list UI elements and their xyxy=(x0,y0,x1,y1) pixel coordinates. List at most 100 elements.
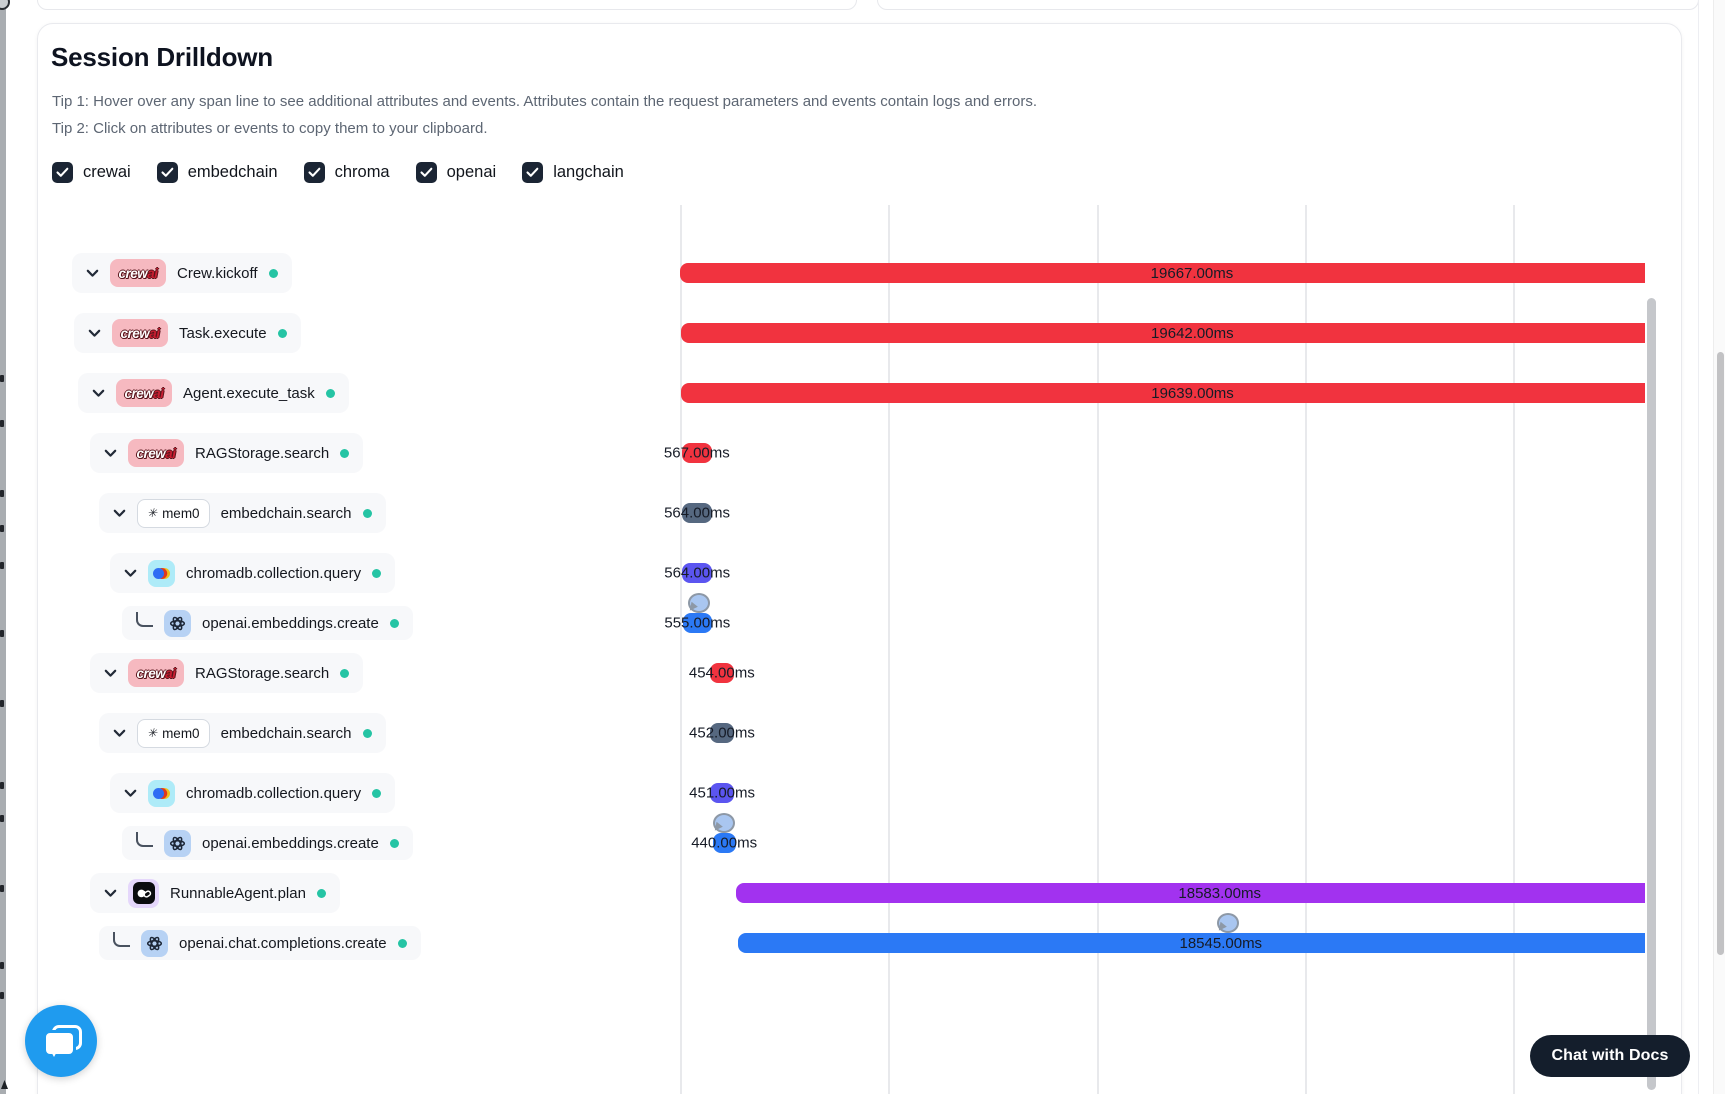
span-duration-bar[interactable] xyxy=(682,563,712,583)
duration-label: 18583.00ms xyxy=(1178,884,1261,902)
chevron-down-icon[interactable] xyxy=(92,389,105,398)
filter-label: langchain xyxy=(553,163,624,181)
span-duration-bar[interactable]: 19639.00ms xyxy=(681,383,1645,403)
chat-bubble-front-icon xyxy=(43,1030,76,1057)
span-duration-bar[interactable] xyxy=(682,443,712,463)
window-edge-mark xyxy=(0,375,4,382)
window-edge-mark xyxy=(0,992,4,999)
span-duration-bar[interactable] xyxy=(712,833,736,853)
filter-label: chroma xyxy=(334,163,390,181)
langchain-logo xyxy=(128,878,159,908)
chevron-down-icon[interactable] xyxy=(113,729,126,738)
status-dot xyxy=(340,448,350,458)
chat-with-docs-label: Chat with Docs xyxy=(1551,1047,1669,1064)
filter-label: crewai xyxy=(83,163,131,181)
tip-1-text: Tip 1: Hover over any span line to see a… xyxy=(52,93,1038,110)
span-duration-bar[interactable] xyxy=(682,503,712,523)
window-edge-mark xyxy=(0,815,4,822)
status-dot xyxy=(277,328,287,338)
chevron-down-icon[interactable] xyxy=(124,569,137,578)
span-name: Crew.kickoff xyxy=(177,264,258,282)
chroma-logo xyxy=(148,559,175,587)
filter-checkbox-chroma[interactable]: chroma xyxy=(303,162,390,183)
window-edge-mark xyxy=(0,420,4,427)
span-row[interactable]: chromadb.collection.query xyxy=(110,553,396,593)
chat-widget-button[interactable] xyxy=(25,1005,97,1077)
mem0-logo: ✳ mem0 xyxy=(137,718,210,748)
event-bubble-marker[interactable] xyxy=(1217,913,1240,933)
span-duration-bar[interactable] xyxy=(682,613,712,633)
crewai-logo: crew ai xyxy=(116,379,172,407)
span-duration-bar[interactable]: 19667.00ms xyxy=(680,263,1645,283)
span-duration-bar[interactable] xyxy=(709,663,734,683)
checkbox-checked-icon[interactable] xyxy=(303,162,325,183)
status-dot xyxy=(340,668,350,678)
window-edge-knob xyxy=(0,0,10,10)
span-tree: crew ai Crew.kickoff crew ai Task.execute crew… xyxy=(0,0,620,1094)
crewai-logo: crew ai xyxy=(128,439,184,467)
chevron-down-icon[interactable] xyxy=(104,669,117,678)
span-name: chromadb.collection.query xyxy=(186,784,362,802)
duration-label: 555.00ms xyxy=(664,614,731,632)
filter-checkbox-langchain[interactable]: langchain xyxy=(522,162,624,183)
chroma-logo xyxy=(148,779,175,807)
span-row[interactable]: crew ai RAGStorage.search xyxy=(90,653,364,693)
span-name: chromadb.collection.query xyxy=(186,564,362,582)
tree-elbow-connector xyxy=(136,612,153,627)
event-bubble-marker[interactable] xyxy=(713,813,736,833)
span-row[interactable]: crew ai RAGStorage.search xyxy=(90,433,364,473)
status-dot xyxy=(389,618,399,628)
checkbox-checked-icon[interactable] xyxy=(52,162,73,183)
duration-label: 452.00ms xyxy=(689,724,755,742)
window-edge-mark xyxy=(0,562,4,569)
span-duration-bar[interactable] xyxy=(710,723,734,743)
page-scrollbar-thumb[interactable] xyxy=(1716,352,1724,955)
checkbox-checked-icon[interactable] xyxy=(156,162,178,183)
span-row[interactable]: chromadb.collection.query xyxy=(110,773,396,813)
chevron-down-icon[interactable] xyxy=(113,509,126,518)
chevron-down-icon[interactable] xyxy=(124,789,137,798)
filter-label: openai xyxy=(446,163,497,181)
status-dot xyxy=(268,268,278,278)
duration-label: 19639.00ms xyxy=(1151,384,1234,402)
event-bubble-marker[interactable] xyxy=(688,593,711,613)
timeline-bars-area: 19667.00ms 19642.00ms 19639.00ms 567.00ms 56… xyxy=(620,0,1645,1094)
filter-checkbox-crewai[interactable]: crewai xyxy=(52,162,131,183)
window-edge-strip xyxy=(0,0,6,1094)
span-row[interactable]: RunnableAgent.plan xyxy=(90,873,340,913)
span-duration-bar[interactable]: 18583.00ms xyxy=(735,883,1645,903)
span-row[interactable]: openai.embeddings.create xyxy=(122,826,413,860)
duration-label: 19667.00ms xyxy=(1150,264,1234,282)
window-edge-mark xyxy=(0,885,4,892)
span-name: Agent.execute_task xyxy=(183,384,315,402)
checkbox-checked-icon[interactable] xyxy=(522,162,544,183)
chart-vertical-scrollbar[interactable] xyxy=(1647,298,1656,1090)
filter-checkbox-embedchain[interactable]: embedchain xyxy=(156,162,278,183)
span-row[interactable]: openai.chat.completions.create xyxy=(99,926,421,960)
duration-label: 440.00ms xyxy=(691,834,758,852)
span-name: openai.chat.completions.create xyxy=(179,934,387,952)
span-duration-bar[interactable] xyxy=(710,783,734,803)
chevron-down-icon[interactable] xyxy=(86,269,99,278)
window-edge-mark xyxy=(0,782,4,789)
span-row[interactable]: crew ai Crew.kickoff xyxy=(72,253,292,293)
span-row[interactable]: crew ai Task.execute xyxy=(74,313,301,353)
filter-checkbox-openai[interactable]: openai xyxy=(415,162,497,183)
checkbox-checked-icon[interactable] xyxy=(415,162,437,183)
span-duration-bar[interactable]: 19642.00ms xyxy=(681,323,1645,343)
duration-label: 18545.00ms xyxy=(1179,934,1263,952)
chat-with-docs-button[interactable]: Chat with Docs xyxy=(1530,1035,1690,1077)
page-scrollbar-track xyxy=(1713,0,1725,1094)
span-row[interactable]: ✳ mem0 embedchain.search xyxy=(99,493,386,533)
duration-label: 564.00ms xyxy=(664,564,731,582)
chevron-down-icon[interactable] xyxy=(104,889,117,898)
span-row[interactable]: ✳ mem0 embedchain.search xyxy=(99,713,386,753)
span-row[interactable]: openai.embeddings.create xyxy=(122,606,413,640)
span-duration-bar[interactable]: 18545.00ms xyxy=(738,933,1645,953)
chevron-down-icon[interactable] xyxy=(88,329,101,338)
tree-elbow-connector xyxy=(136,832,153,847)
chevron-down-icon[interactable] xyxy=(104,449,117,458)
window-edge-mark xyxy=(0,962,4,969)
span-row[interactable]: crew ai Agent.execute_task xyxy=(78,373,349,413)
